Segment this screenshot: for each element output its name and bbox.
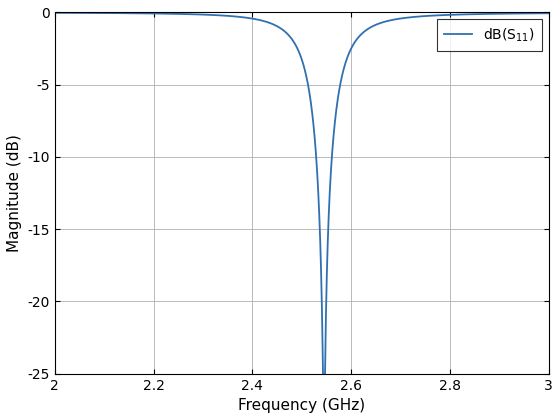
$\mathregular{dB(S_{11})}$: [373, 22, 380, 27]
$\mathregular{dB(S_{11})}$: [458, 12, 464, 17]
$\mathregular{dB(S_{11})}$: [348, 46, 354, 51]
Y-axis label: Magnitude (dB): Magnitude (dB): [7, 134, 22, 252]
$\mathregular{dB(S_{11})}$: [240, 15, 247, 20]
$\mathregular{dB(S_{11})}$: [545, 11, 552, 16]
$\mathregular{dB(S_{11})}$: [141, 11, 148, 16]
X-axis label: Frequency (GHz): Frequency (GHz): [238, 398, 365, 413]
$\mathregular{dB(S_{11})}$: [52, 10, 58, 16]
$\mathregular{dB(S_{11})}$: [420, 14, 427, 19]
Line: $\mathregular{dB(S_{11})}$: $\mathregular{dB(S_{11})}$: [55, 13, 549, 420]
Legend: $\mathregular{dB(S_{11})}$: $\mathregular{dB(S_{11})}$: [437, 19, 542, 51]
